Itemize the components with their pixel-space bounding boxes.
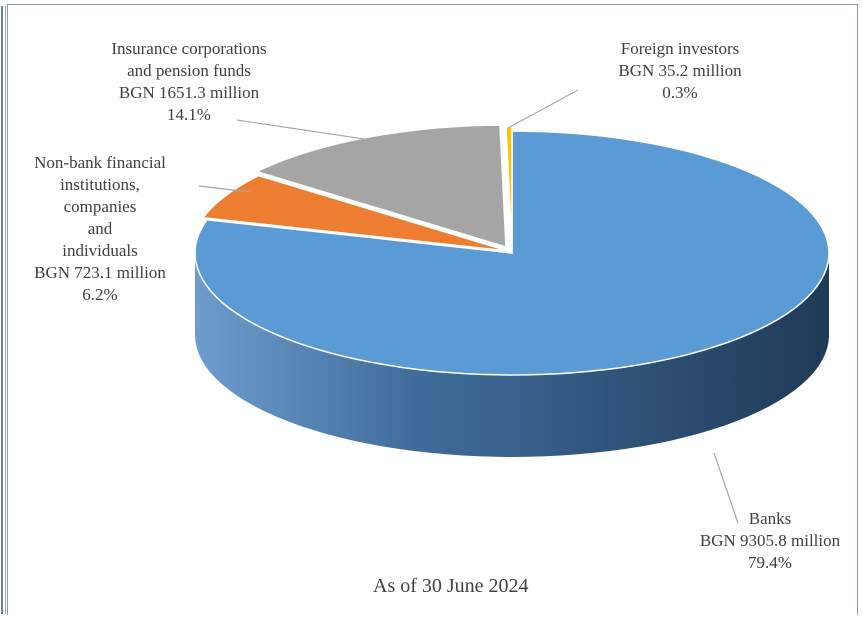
label-banks-percent: 79.4% xyxy=(748,553,792,572)
label-insurance-name-2: and pension funds xyxy=(127,61,251,80)
label-banks: Banks BGN 9305.8 million 79.4% xyxy=(684,508,856,574)
slice-foreign xyxy=(505,126,513,250)
label-foreign: Foreign investors BGN 35.2 million 0.3% xyxy=(580,38,780,104)
chart-frame xyxy=(7,4,858,615)
label-foreign-name: Foreign investors xyxy=(620,39,740,58)
label-nonbank: Non-bank financial institutions, compani… xyxy=(10,152,190,306)
chart-caption: As of 30 June 2024 xyxy=(373,575,529,597)
leader-nonbank xyxy=(198,185,251,193)
label-nonbank-name-3: companies xyxy=(63,197,137,216)
slice-nonbank xyxy=(201,174,509,252)
leader-foreign xyxy=(507,89,579,129)
leader-banks xyxy=(713,452,739,524)
label-nonbank-name-4: and xyxy=(87,219,113,238)
slice-insurance xyxy=(254,124,507,249)
label-insurance-name-1: Insurance corporations xyxy=(111,39,267,58)
slice-banks-side xyxy=(195,253,829,457)
label-insurance: Insurance corporations and pension funds… xyxy=(79,38,299,126)
label-foreign-value: BGN 35.2 million xyxy=(618,61,742,80)
leader-insurance xyxy=(236,119,385,143)
label-insurance-value: BGN 1651.3 million xyxy=(118,83,260,102)
left-border-line xyxy=(1,6,3,614)
label-insurance-percent: 14.1% xyxy=(167,105,211,124)
label-nonbank-name-5: individuals xyxy=(62,241,138,260)
label-foreign-percent: 0.3% xyxy=(662,83,698,102)
slice-banks xyxy=(194,130,830,376)
left-border-line-inner xyxy=(5,6,6,614)
label-nonbank-value: BGN 723.1 million xyxy=(34,263,166,282)
label-nonbank-name-1: Non-bank financial xyxy=(34,153,166,172)
label-nonbank-percent: 6.2% xyxy=(82,285,118,304)
label-banks-name: Banks xyxy=(748,509,792,528)
label-nonbank-name-2: institutions, xyxy=(60,175,140,194)
label-banks-value: BGN 9305.8 million xyxy=(699,531,841,550)
